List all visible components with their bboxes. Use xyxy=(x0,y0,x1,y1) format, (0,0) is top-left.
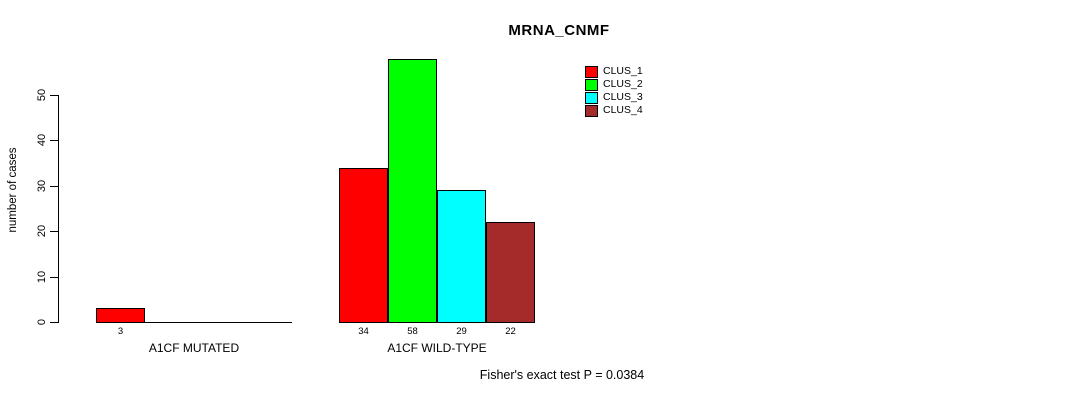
legend-label: CLUS_4 xyxy=(603,104,643,116)
bar-value-label: 3 xyxy=(117,326,124,337)
legend-label: CLUS_3 xyxy=(603,91,643,103)
bar-value-label: 34 xyxy=(358,326,369,337)
group-label: A1CF MUTATED xyxy=(148,341,240,355)
bar xyxy=(437,190,486,323)
legend-label: CLUS_2 xyxy=(603,78,643,90)
y-axis-label: number of cases xyxy=(7,147,19,233)
y-tick-label: 0 xyxy=(36,318,48,326)
y-tick xyxy=(50,322,58,323)
bar-value-label: 29 xyxy=(456,326,467,337)
bar xyxy=(388,59,437,323)
y-tick-label: 30 xyxy=(36,179,48,193)
y-tick xyxy=(50,277,58,278)
y-tick xyxy=(50,231,58,232)
legend-label: CLUS_1 xyxy=(603,65,643,77)
group-label: A1CF WILD-TYPE xyxy=(387,341,487,355)
y-tick xyxy=(50,140,58,141)
y-tick xyxy=(50,95,58,96)
bar-value-label: 22 xyxy=(505,326,516,337)
group-baseline xyxy=(96,322,292,323)
chart-title: MRNA_CNMF xyxy=(508,22,610,39)
legend-swatch xyxy=(585,105,598,117)
y-axis-line xyxy=(58,95,59,323)
y-tick xyxy=(50,186,58,187)
y-tick-label: 10 xyxy=(36,270,48,284)
legend-swatch xyxy=(585,79,598,91)
annotation-fisher-test: Fisher's exact test P = 0.0384 xyxy=(479,368,645,382)
y-tick-label: 40 xyxy=(36,133,48,147)
bar xyxy=(486,222,535,323)
y-tick-label: 20 xyxy=(36,224,48,238)
bar xyxy=(339,168,388,323)
y-tick-label: 50 xyxy=(36,88,48,102)
legend-swatch xyxy=(585,92,598,104)
bar-value-label: 58 xyxy=(407,326,418,337)
bar xyxy=(96,308,145,323)
legend-swatch xyxy=(585,66,598,78)
